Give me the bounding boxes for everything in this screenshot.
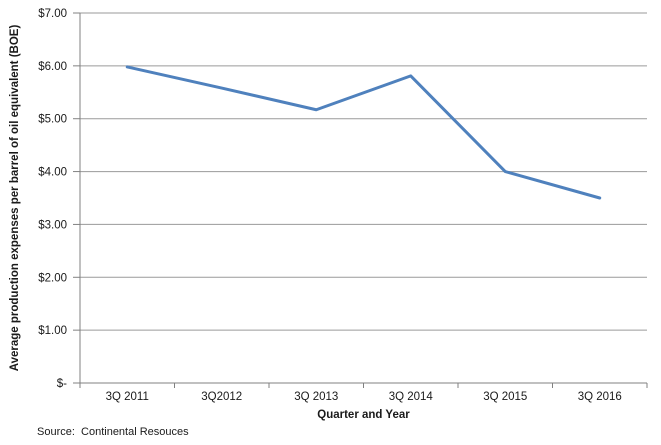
x-axis-title: Quarter and Year (317, 409, 410, 421)
series-line (125, 65, 602, 200)
y-tick-label: $7.00 (38, 8, 67, 20)
y-tick-label: $1.00 (38, 325, 67, 337)
y-tick-label: $3.00 (38, 219, 67, 231)
x-tick-label: 3Q 2013 (294, 391, 338, 403)
y-tick-label: $- (57, 378, 67, 390)
y-axis-title: Average production expenses per barrel o… (9, 24, 21, 372)
y-tick-label: $6.00 (38, 61, 67, 73)
x-tick-label: 3Q 2014 (389, 391, 434, 403)
source-note: Source: Continental Resouces (37, 426, 189, 438)
x-tick-label: 3Q 2015 (483, 391, 527, 403)
x-tick-label: 3Q2012 (201, 391, 242, 403)
x-tick-label: 3Q 2016 (578, 391, 622, 403)
x-tick-label: 3Q 2011 (106, 391, 149, 403)
y-tick-label: $2.00 (38, 272, 67, 284)
y-tick-label: $4.00 (38, 167, 67, 179)
y-tick-label: $5.00 (38, 114, 67, 126)
